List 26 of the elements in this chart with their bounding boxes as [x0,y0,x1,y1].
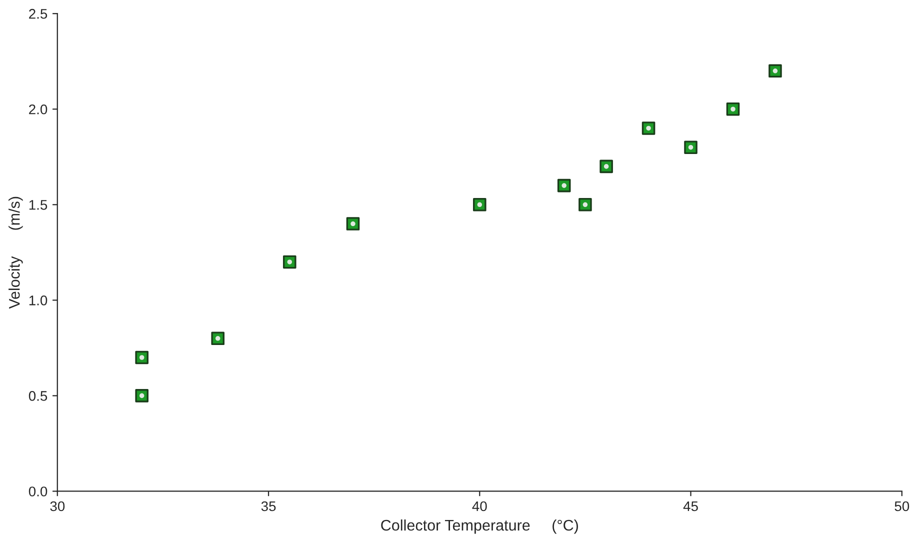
point [346,217,360,230]
point [684,140,698,154]
point [557,178,571,192]
point [768,64,782,78]
point [135,350,148,364]
y-tick-label: 2.0 [29,104,48,114]
point [211,332,224,346]
point [472,198,486,212]
x-tick-label: 40 [472,501,487,512]
point [135,389,148,402]
x-tick-label: 50 [894,501,910,512]
y-tick-label: 0.5 [28,391,48,401]
point [282,255,296,269]
x-tick-label: 30 [50,501,65,512]
point [726,102,740,116]
y-tick-label: 0.0 [28,486,48,496]
y-tick-label: 1.5 [29,200,48,210]
point [578,198,592,212]
point [600,160,613,174]
y-tick-label: 1.0 [29,296,48,306]
x-axis-title: Collector Temperature (°C) [381,519,578,534]
x-tick-label: 35 [261,501,276,512]
y-tick-label: 2.5 [29,8,48,19]
point [642,122,656,135]
y-axis-title: Velocity (m/s) [8,196,23,309]
x-tick-label: 45 [683,501,698,512]
